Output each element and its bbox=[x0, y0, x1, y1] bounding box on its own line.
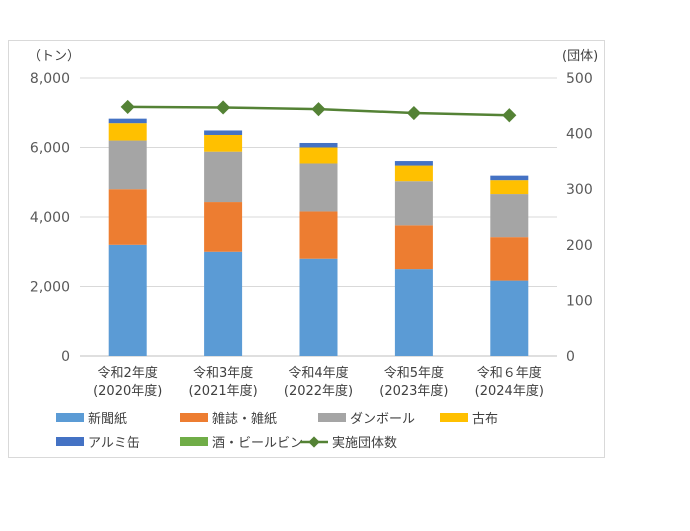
bar-segment bbox=[108, 189, 147, 245]
bar-segment bbox=[394, 269, 433, 356]
legend-swatch bbox=[440, 413, 468, 422]
bar-segment bbox=[108, 123, 147, 141]
bar-segment bbox=[204, 130, 243, 135]
legend-label: 雑誌・雑紙 bbox=[212, 411, 277, 427]
category-label: 令和4年度 bbox=[288, 365, 348, 381]
bar-segment bbox=[394, 161, 433, 166]
y-left-tick-label: 2,000 bbox=[30, 280, 70, 296]
line-point bbox=[406, 105, 421, 121]
line-point bbox=[311, 102, 326, 117]
y-right-tick-label: 0 bbox=[566, 349, 575, 365]
y-left-tick-label: 8,000 bbox=[30, 71, 70, 87]
bar-segment bbox=[204, 134, 243, 152]
bar-segment bbox=[204, 202, 243, 252]
category-label: 令和６年度 bbox=[477, 365, 542, 381]
legend-swatch bbox=[180, 413, 208, 422]
bar-segment bbox=[490, 237, 529, 281]
y-left-unit-label: （トン） bbox=[28, 49, 80, 64]
legend-swatch bbox=[318, 413, 346, 422]
category-labels: 令和2年度 (2020年度) 令和3年度 (2021年度) 令和4年度 (2022年度) 令… bbox=[93, 365, 544, 399]
y-left-tick-label: 0 bbox=[61, 349, 70, 365]
bar-segment bbox=[394, 165, 433, 182]
bar-segment bbox=[204, 151, 243, 203]
legend-label: 古布 bbox=[472, 412, 498, 427]
bar-segment bbox=[394, 225, 433, 270]
bar-segment bbox=[299, 258, 338, 356]
line-series bbox=[120, 99, 517, 123]
y-left-tick-label: 6,000 bbox=[30, 141, 70, 157]
legend-swatch bbox=[180, 437, 208, 446]
bar-segment bbox=[490, 280, 529, 356]
legend-swatch bbox=[56, 413, 84, 422]
y-right-unit-label: (団体) bbox=[562, 49, 598, 64]
y-right-tick-label: 500 bbox=[566, 71, 593, 87]
bar-segment bbox=[108, 244, 147, 356]
bar-segment bbox=[394, 181, 433, 226]
bar-segment bbox=[299, 211, 338, 259]
legend-label: 実施団体数 bbox=[332, 435, 397, 451]
bar-segment bbox=[299, 163, 338, 212]
category-year-label: (2024年度) bbox=[475, 383, 544, 399]
category-year-label: (2020年度) bbox=[93, 383, 162, 399]
y-right-tick-label: 400 bbox=[566, 127, 593, 143]
category-label: 令和5年度 bbox=[384, 365, 444, 381]
line-point bbox=[120, 99, 135, 114]
bar-segment bbox=[108, 140, 147, 190]
category-label: 令和2年度 bbox=[98, 365, 158, 381]
legend-label: アルミ缶 bbox=[88, 436, 140, 451]
bar-segment bbox=[299, 147, 338, 164]
y-left-ticks: 0 2,000 4,000 6,000 8,000 bbox=[30, 71, 70, 365]
legend-line-marker bbox=[308, 436, 320, 448]
category-year-label: (2023年度) bbox=[379, 383, 448, 399]
y-left-tick-label: 4,000 bbox=[30, 210, 70, 226]
bar-segment bbox=[490, 180, 529, 195]
category-year-label: (2021年度) bbox=[188, 383, 257, 399]
bars bbox=[108, 118, 529, 356]
bar-segment bbox=[108, 118, 147, 124]
legend-label: ダンボール bbox=[350, 412, 415, 427]
y-right-tick-label: 100 bbox=[566, 293, 593, 309]
legend-label: 酒・ビールビン bbox=[212, 436, 303, 451]
category-label: 令和3年度 bbox=[193, 365, 253, 381]
line-point bbox=[216, 100, 231, 115]
bar-segment bbox=[299, 142, 338, 148]
legend-label: 新聞紙 bbox=[88, 411, 127, 427]
legend-swatch bbox=[56, 437, 84, 446]
y-right-tick-label: 200 bbox=[566, 238, 593, 254]
y-right-tick-label: 300 bbox=[566, 182, 593, 198]
bar-segment bbox=[490, 194, 529, 238]
y-right-ticks: 0 100 200 300 400 500 bbox=[566, 71, 593, 365]
line-point bbox=[502, 108, 517, 123]
bar-segment bbox=[204, 251, 243, 356]
category-year-label: (2022年度) bbox=[284, 383, 353, 399]
bar-segment bbox=[490, 175, 529, 181]
